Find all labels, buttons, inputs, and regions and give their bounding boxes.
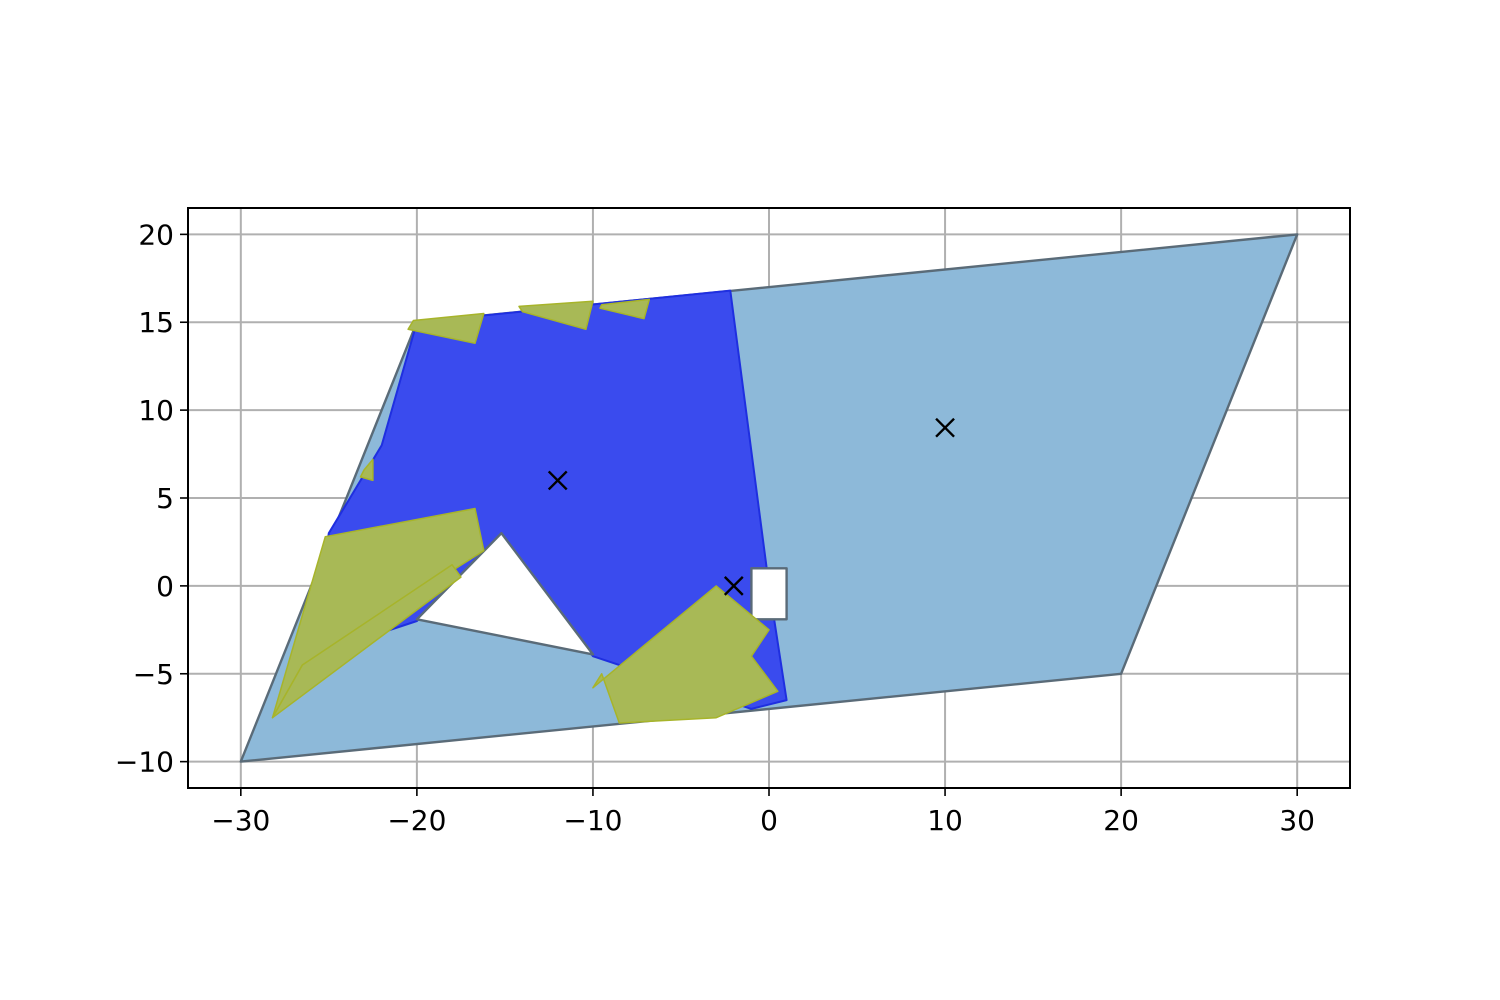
y-tick-label: 15 (138, 306, 174, 339)
y-tick-label: −10 (115, 746, 174, 779)
x-tick-label: 20 (1103, 804, 1139, 837)
x-tick-label: −20 (387, 804, 446, 837)
hole-region (751, 568, 786, 619)
y-tick-label: −5 (133, 658, 174, 691)
x-tick-label: −30 (211, 804, 270, 837)
x-tick-label: 10 (927, 804, 963, 837)
x-tick-label: 30 (1279, 804, 1315, 837)
y-tick-label: 0 (156, 570, 174, 603)
y-tick-label: 20 (138, 218, 174, 251)
x-tick-label: −10 (563, 804, 622, 837)
x-tick-label: 0 (760, 804, 778, 837)
y-tick-label: 5 (156, 482, 174, 515)
y-tick-label: 10 (138, 394, 174, 427)
